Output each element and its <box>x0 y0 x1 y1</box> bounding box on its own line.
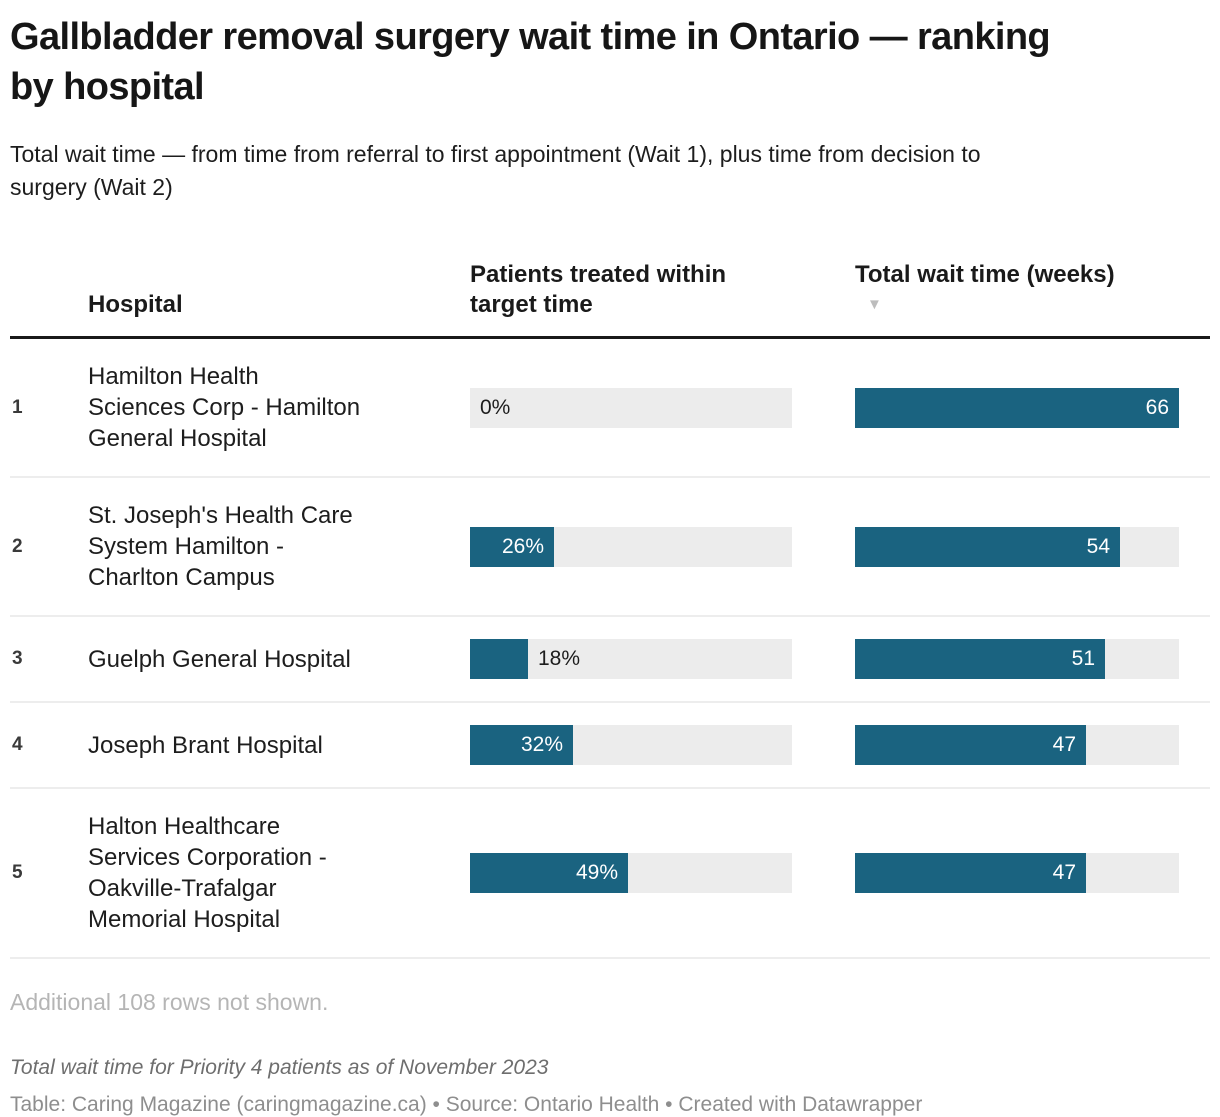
bar-value-label: 54 <box>1086 534 1110 558</box>
bar-fill <box>855 853 1086 893</box>
hospital-name: Joseph Brant Hospital <box>88 731 323 759</box>
wait-time-bar: 54 <box>855 526 1179 567</box>
sort-descending-icon[interactable]: ▼ <box>867 296 882 313</box>
chart-title: Gallbladder removal surgery wait time in… <box>10 16 1051 108</box>
rank-label: 3 <box>12 648 23 669</box>
table-row: 4 Joseph Brant Hospital 32% 47 <box>10 703 1210 789</box>
chart-subtitle: Total wait time — from time from referra… <box>10 141 981 200</box>
bar-value-label: 26% <box>501 534 544 558</box>
patients-target-bar: 0% <box>470 387 792 428</box>
bar-fill <box>855 526 1120 567</box>
hospital-name: Halton Healthcare Services Corporation -… <box>88 813 327 933</box>
table-row: 1 Hamilton Health Sciences Corp - Hamilt… <box>10 339 1210 478</box>
bar-value-label: 0% <box>480 395 511 419</box>
bar-value-label: 66 <box>1145 395 1169 419</box>
patients-target-bar: 26% <box>470 526 792 567</box>
bar-fill <box>855 387 1179 428</box>
wait-time-bar: 47 <box>855 725 1179 765</box>
bar-value-label: 18% <box>538 647 581 670</box>
hospital-name: St. Joseph's Health Care System Hamilton… <box>88 502 353 591</box>
rank-label: 4 <box>12 734 23 755</box>
bar-fill <box>470 725 573 765</box>
table-row: 3 Guelph General Hospital 18% 51 <box>10 617 1210 703</box>
source-credit-line: Table: Caring Magazine (caringmagazine.c… <box>10 1093 923 1116</box>
rank-label: 5 <box>12 862 23 883</box>
additional-rows-note: Additional 108 rows not shown. <box>10 989 329 1015</box>
bar-fill <box>470 853 628 893</box>
table-header-row: Hospital Patients treated within target … <box>10 260 1210 339</box>
patients-target-bar: 32% <box>470 725 792 765</box>
hospital-name: Guelph General Hospital <box>88 645 351 673</box>
wait-time-bar: 51 <box>855 639 1179 679</box>
wait-column-header[interactable]: Total wait time (weeks) ▼ <box>855 260 1179 314</box>
table-row: 5 Halton Healthcare Services Corporation… <box>10 789 1210 959</box>
bar-fill <box>470 639 528 679</box>
patients-column-header: Patients treated within target time <box>470 261 727 318</box>
rank-label: 2 <box>12 535 23 557</box>
wait-time-bar: 66 <box>855 387 1179 428</box>
bar-value-label: 47 <box>1052 733 1076 756</box>
bar-value-label: 47 <box>1052 861 1076 884</box>
patients-target-bar: 18% <box>470 639 792 679</box>
rank-label: 1 <box>12 396 23 418</box>
patients-target-bar: 49% <box>470 853 792 893</box>
wait-time-bar: 47 <box>855 853 1179 893</box>
bar-fill <box>855 725 1086 765</box>
bar-value-label: 49% <box>575 861 618 884</box>
bar-value-label: 32% <box>520 733 563 756</box>
hospital-name: Hamilton Health Sciences Corp - Hamilton… <box>88 363 361 452</box>
hospital-column-header: Hospital <box>88 291 183 318</box>
bar-value-label: 51 <box>1071 647 1095 670</box>
bar-fill <box>855 639 1105 679</box>
bar-fill <box>470 526 554 567</box>
table-row: 2 St. Joseph's Health Care System Hamilt… <box>10 478 1210 617</box>
chart-note: Total wait time for Priority 4 patients … <box>10 1056 549 1079</box>
wait-column-header-label: Total wait time (weeks) <box>855 261 1115 288</box>
